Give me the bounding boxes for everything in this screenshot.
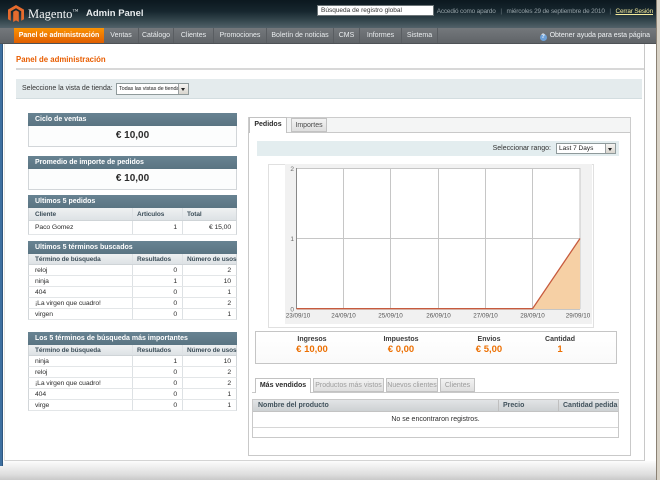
svg-text:26/09/10: 26/09/10 [426,313,451,320]
svg-text:24/09/10: 24/09/10 [331,313,356,320]
svg-text:2: 2 [290,166,294,173]
svg-text:1: 1 [290,236,294,243]
svg-text:27/09/10: 27/09/10 [473,313,498,320]
svg-text:0: 0 [290,307,294,314]
svg-text:29/09/10: 29/09/10 [566,313,591,320]
svg-text:28/09/10: 28/09/10 [520,313,545,320]
svg-text:25/09/10: 25/09/10 [378,313,403,320]
svg-text:23/09/10: 23/09/10 [286,313,311,320]
